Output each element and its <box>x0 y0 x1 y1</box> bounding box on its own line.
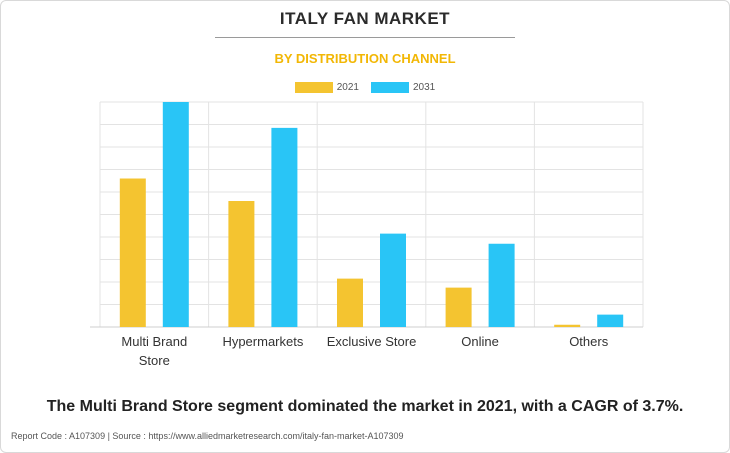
bar-2031-online <box>488 243 515 327</box>
bar-chart: Multi Brand Store Hypermarkets Exclusive St… <box>90 101 644 368</box>
chart-title: ITALY FAN MARKET <box>279 9 451 28</box>
legend-item-2031: 2031 <box>371 81 436 93</box>
bar-2031-multi-brand-store <box>162 102 189 327</box>
x-tick-label: Exclusive Store <box>327 334 417 349</box>
legend-label-2021: 2021 <box>336 81 359 93</box>
legend-swatch-2031 <box>371 81 409 93</box>
bar-2021-multi-brand-store <box>119 178 146 327</box>
title-divider <box>215 37 515 38</box>
chart-subtitle: BY DISTRIBUTION CHANNEL <box>274 51 456 66</box>
x-tick-label: Hypermarkets <box>222 334 303 349</box>
legend-swatch-2021 <box>294 81 333 93</box>
legend-item-2021: 2021 <box>294 81 359 93</box>
bar-2031-exclusive-store <box>380 233 406 327</box>
x-tick-label: Others <box>569 334 609 349</box>
legend: 2021 2031 <box>0 80 730 94</box>
bar-2021-exclusive-store <box>337 278 363 327</box>
legend-label-2031: 2031 <box>413 81 436 93</box>
x-tick-label: Online <box>461 334 499 349</box>
bar-2031-others <box>597 314 624 327</box>
chart-caption: The Multi Brand Store segment dominated … <box>46 398 684 415</box>
bar-2021-hypermarkets <box>228 201 255 327</box>
bar-2021-online <box>445 287 472 327</box>
bar-2031-hypermarkets <box>271 127 298 327</box>
x-tick-label: Multi Brand Store <box>121 334 187 368</box>
source-footer: Report Code : A107309 | Source : https:/… <box>11 431 404 441</box>
bar-2021-others <box>554 324 581 327</box>
